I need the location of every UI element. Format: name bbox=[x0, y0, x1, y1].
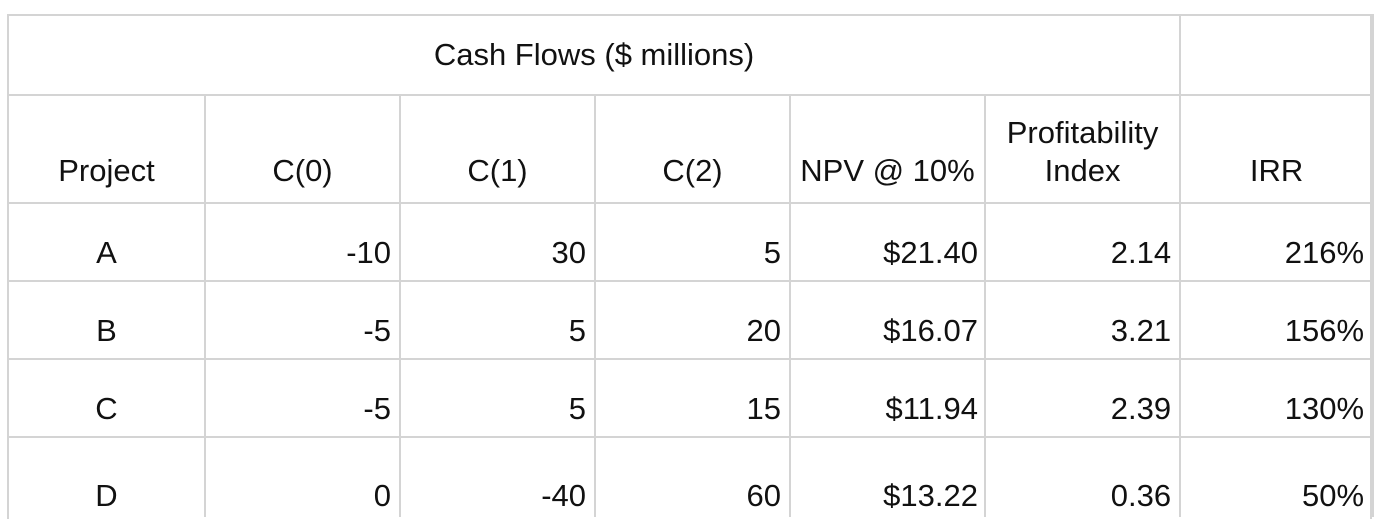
cell-irr[interactable]: 216% bbox=[1179, 202, 1375, 282]
header-project[interactable]: Project bbox=[7, 94, 206, 204]
cell-c1[interactable]: 5 bbox=[399, 280, 596, 360]
cell-project[interactable]: A bbox=[7, 202, 206, 282]
cell-c2[interactable]: 5 bbox=[594, 202, 791, 282]
cell-npv[interactable]: $13.22 bbox=[789, 436, 986, 517]
table-row: D 0 -40 60 $13.22 0.36 50% bbox=[7, 436, 1375, 517]
cell-irr[interactable]: 50% bbox=[1179, 436, 1375, 517]
cell-c0[interactable]: -5 bbox=[204, 280, 401, 360]
cell-pi[interactable]: 3.21 bbox=[983, 280, 1182, 360]
header-npv[interactable]: NPV @ 10% bbox=[789, 94, 986, 204]
table-row: C -5 5 15 $11.94 2.39 130% bbox=[7, 358, 1375, 438]
cell-irr[interactable]: 130% bbox=[1179, 358, 1375, 438]
group-header-row: Cash Flows ($ millions) bbox=[6, 14, 1375, 96]
cell-c2[interactable]: 60 bbox=[594, 436, 791, 517]
cell-pi[interactable]: 0.36 bbox=[983, 436, 1182, 517]
table-row: B -5 5 20 $16.07 3.21 156% bbox=[7, 280, 1375, 360]
header-c2[interactable]: C(2) bbox=[594, 94, 791, 204]
cell-c0[interactable]: -5 bbox=[204, 358, 401, 438]
cell-npv[interactable]: $21.40 bbox=[789, 202, 986, 282]
cell-npv[interactable]: $11.94 bbox=[789, 358, 986, 438]
header-profitability-index-text: Profitability Index bbox=[1006, 115, 1159, 189]
cell-c2[interactable]: 15 bbox=[594, 358, 791, 438]
cell-c0[interactable]: 0 bbox=[204, 436, 401, 517]
blank-cell[interactable] bbox=[1179, 14, 1375, 96]
cell-irr[interactable]: 156% bbox=[1179, 280, 1375, 360]
header-profitability-index[interactable]: Profitability Index bbox=[983, 94, 1182, 204]
cell-project[interactable]: C bbox=[7, 358, 206, 438]
cell-project[interactable]: B bbox=[7, 280, 206, 360]
cell-npv[interactable]: $16.07 bbox=[789, 280, 986, 360]
header-irr[interactable]: IRR bbox=[1179, 94, 1375, 204]
cell-c2[interactable]: 20 bbox=[594, 280, 791, 360]
cell-pi[interactable]: 2.14 bbox=[983, 202, 1182, 282]
column-header-row: Project C(0) C(1) C(2) NPV @ 10% Profita… bbox=[7, 94, 1375, 204]
cell-pi[interactable]: 2.39 bbox=[983, 358, 1182, 438]
cell-c1[interactable]: -40 bbox=[399, 436, 596, 517]
group-header-cell[interactable]: Cash Flows ($ millions) bbox=[6, 14, 1182, 96]
table-row: A -10 30 5 $21.40 2.14 216% bbox=[7, 202, 1375, 282]
spreadsheet-region: Cash Flows ($ millions) Project C(0) C(1… bbox=[6, 14, 1375, 519]
cell-c1[interactable]: 30 bbox=[399, 202, 596, 282]
header-c0[interactable]: C(0) bbox=[204, 94, 401, 204]
group-header-text: Cash Flows ($ millions) bbox=[433, 37, 755, 73]
cell-c0[interactable]: -10 bbox=[204, 202, 401, 282]
header-c1[interactable]: C(1) bbox=[399, 94, 596, 204]
cell-project[interactable]: D bbox=[7, 436, 206, 517]
cell-c1[interactable]: 5 bbox=[399, 358, 596, 438]
cash-flow-table: Cash Flows ($ millions) Project C(0) C(1… bbox=[6, 14, 1375, 517]
